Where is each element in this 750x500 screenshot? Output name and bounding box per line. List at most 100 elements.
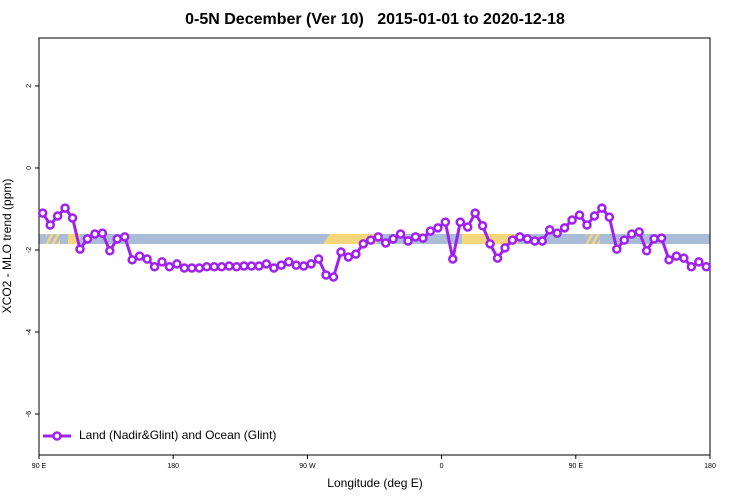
point <box>604 212 615 222</box>
x-tick-label: 90 E <box>569 463 584 470</box>
point <box>284 257 294 267</box>
point <box>179 263 190 273</box>
point <box>75 244 85 254</box>
point <box>52 211 63 221</box>
point <box>626 229 637 239</box>
point <box>641 246 652 256</box>
point <box>298 261 309 271</box>
y-tick-label: -6 <box>26 411 33 417</box>
point <box>45 220 55 230</box>
y-tick-label: -4 <box>26 329 33 335</box>
point <box>90 229 100 239</box>
point <box>500 243 510 253</box>
point <box>462 222 473 232</box>
x-tick-label: 90 E <box>32 463 47 470</box>
point <box>619 235 630 245</box>
point <box>380 238 391 248</box>
point <box>410 232 421 242</box>
point <box>276 260 287 270</box>
point <box>433 223 443 233</box>
point <box>134 251 145 261</box>
point <box>105 246 115 256</box>
x-axis-label: Longitude (deg E) <box>327 476 422 490</box>
point <box>470 208 480 218</box>
point <box>612 244 622 254</box>
point <box>261 259 272 269</box>
chart-title: 0-5N December (Ver 10) 2015-01-01 to 202… <box>185 11 565 28</box>
point <box>388 234 398 244</box>
point <box>686 262 697 272</box>
point <box>537 236 547 246</box>
point <box>425 226 436 236</box>
point <box>149 262 160 272</box>
point <box>403 236 413 246</box>
point <box>291 260 301 270</box>
point <box>351 249 361 259</box>
point <box>664 255 674 265</box>
x-tick-label: 180 <box>167 463 179 470</box>
point <box>656 233 667 243</box>
point <box>373 232 383 242</box>
point <box>119 232 130 242</box>
point <box>112 234 123 244</box>
legend-marker <box>52 431 62 441</box>
point <box>246 261 257 271</box>
point <box>559 223 570 233</box>
point <box>172 259 182 269</box>
point <box>306 259 316 269</box>
y-tick-label: -2 <box>26 247 33 253</box>
point <box>164 262 175 272</box>
point <box>515 232 525 242</box>
point <box>671 251 682 261</box>
point <box>448 254 458 264</box>
point <box>187 263 197 273</box>
point <box>366 235 376 245</box>
point <box>209 262 219 272</box>
point <box>582 220 592 230</box>
point <box>60 203 70 213</box>
point <box>530 236 540 246</box>
point <box>254 261 264 271</box>
point <box>269 263 279 273</box>
point <box>694 257 704 267</box>
point <box>231 262 242 272</box>
point <box>194 263 205 273</box>
point <box>649 234 659 244</box>
point <box>522 234 533 244</box>
point <box>336 247 346 257</box>
legend-label: Land (Nadir&Glint) and Ocean (Glint) <box>79 428 276 442</box>
point <box>597 203 607 213</box>
y-tick-label: 0 <box>26 166 33 170</box>
point <box>97 228 108 238</box>
plot-frame <box>38 37 711 456</box>
point <box>328 272 339 282</box>
point <box>142 254 152 264</box>
point <box>477 221 488 231</box>
point <box>634 227 644 237</box>
point <box>343 252 354 262</box>
point <box>507 235 518 245</box>
point <box>440 217 451 227</box>
point <box>358 239 369 249</box>
x-tick-label: 0 <box>440 463 444 470</box>
point <box>202 262 212 272</box>
point <box>82 234 93 244</box>
point <box>492 253 503 263</box>
point <box>216 262 227 272</box>
point <box>567 215 577 225</box>
x-tick-label: 90 W <box>299 463 316 470</box>
point <box>679 253 689 263</box>
point <box>418 233 428 243</box>
point <box>455 217 465 227</box>
point <box>67 213 78 223</box>
y-axis-label: XCO2 - MLO trend (ppm) <box>0 179 14 314</box>
point <box>321 270 331 280</box>
point <box>574 210 585 220</box>
point <box>313 254 324 264</box>
y-tick-label: 2 <box>26 84 33 88</box>
point <box>701 262 712 272</box>
point <box>224 261 234 271</box>
point <box>395 229 406 239</box>
